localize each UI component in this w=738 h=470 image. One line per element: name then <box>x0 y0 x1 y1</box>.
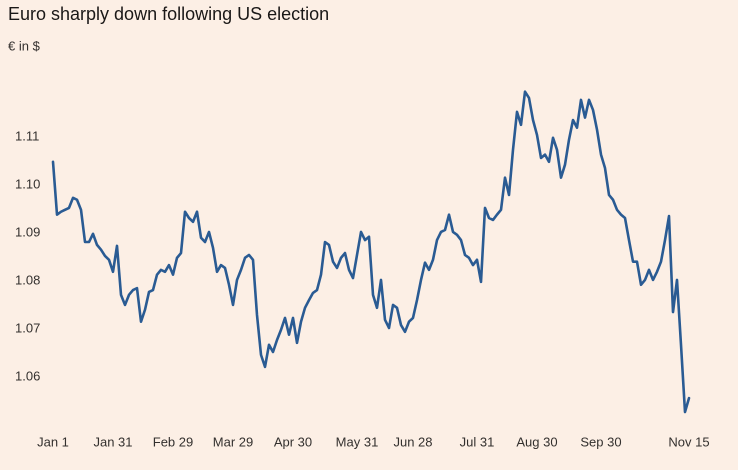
x-tick-label: Nov 15 <box>668 434 709 449</box>
chart-title: Euro sharply down following US election <box>8 4 329 24</box>
chart-subtitle: € in $ <box>8 38 41 53</box>
y-tick-label: 1.08 <box>15 272 40 287</box>
x-tick-label: Jan 31 <box>93 434 132 449</box>
line <box>51 90 691 414</box>
x-tick-label: May 31 <box>336 434 379 449</box>
x-tick-label: Aug 30 <box>516 434 557 449</box>
x-tick-label: Sep 30 <box>580 434 621 449</box>
y-tick-label: 1.09 <box>15 224 40 239</box>
y-tick-label: 1.07 <box>15 320 40 335</box>
x-tick-label: Jan 1 <box>37 434 69 449</box>
x-tick-label: Apr 30 <box>274 434 312 449</box>
x-tick-label: Mar 29 <box>213 434 253 449</box>
y-tick-label: 1.06 <box>15 368 40 383</box>
x-tick-label: Feb 29 <box>153 434 193 449</box>
y-tick-label: 1.11 <box>15 128 39 143</box>
y-tick-label: 1.10 <box>15 176 40 191</box>
x-tick-label: Jul 31 <box>460 434 495 449</box>
x-tick-label: Jun 28 <box>393 434 432 449</box>
